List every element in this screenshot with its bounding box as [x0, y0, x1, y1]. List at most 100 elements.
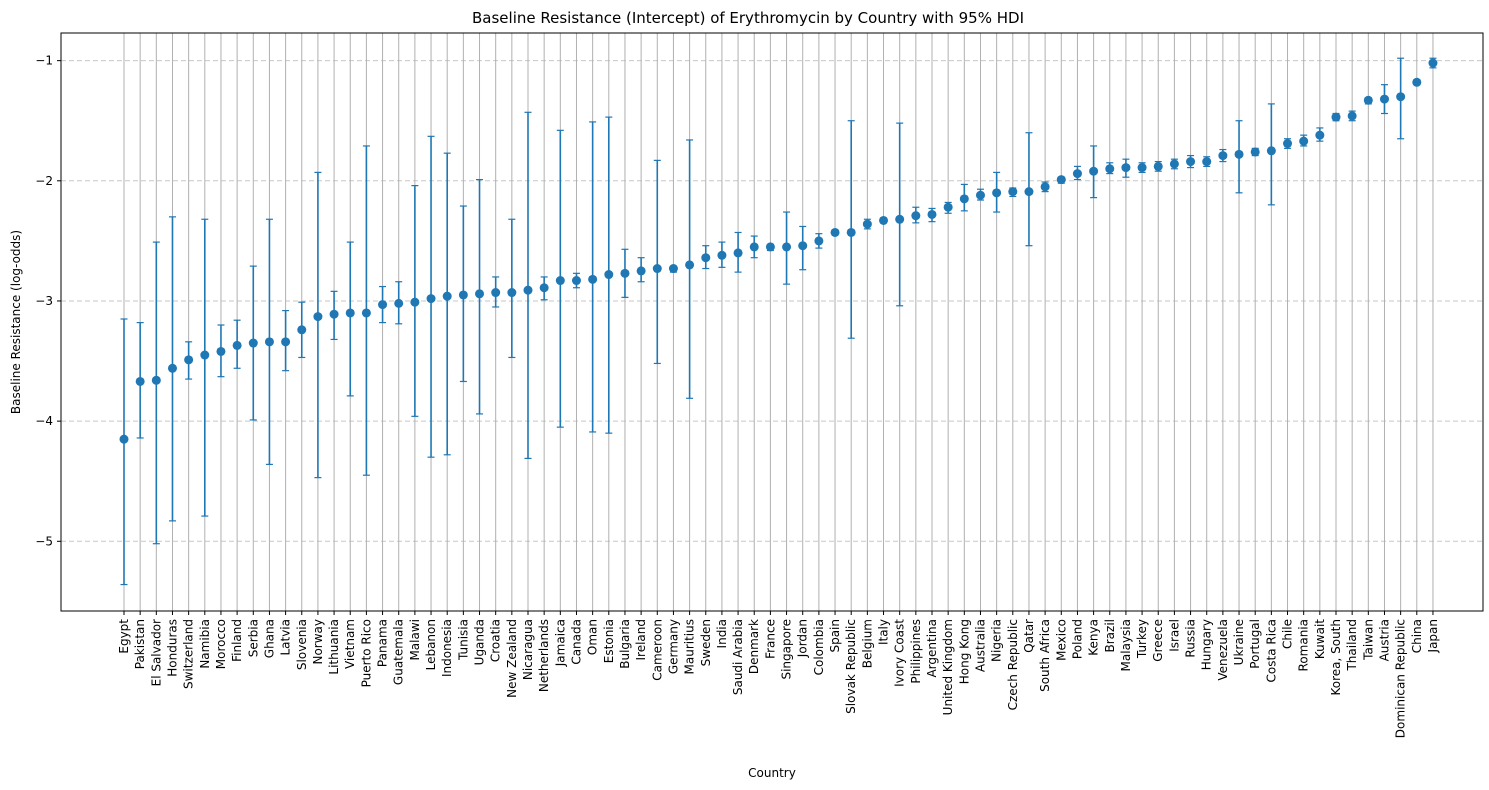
x-tick-label: Bulgaria — [618, 619, 632, 669]
x-tick-label: Finland — [230, 619, 244, 662]
x-tick-label: India — [715, 619, 729, 648]
x-tick-label: Netherlands — [537, 619, 551, 692]
mean-point — [458, 290, 468, 300]
mean-point — [184, 355, 194, 365]
x-tick-label: Hungary — [1200, 619, 1214, 670]
x-tick-label: Germany — [666, 619, 680, 674]
x-tick-label: Ireland — [634, 619, 648, 661]
mean-point — [1072, 169, 1082, 179]
x-tick-label: Ghana — [262, 619, 276, 658]
mean-point — [442, 291, 452, 301]
y-tick-label: −1 — [35, 54, 53, 68]
mean-point — [1283, 139, 1293, 149]
mean-point — [862, 219, 872, 229]
mean-point — [927, 209, 937, 219]
x-tick-label: Guatemala — [392, 619, 406, 685]
x-tick-label: China — [1410, 619, 1424, 653]
mean-point — [830, 227, 840, 237]
mean-point — [1153, 161, 1163, 171]
mean-point — [733, 248, 743, 258]
mean-point — [119, 434, 129, 444]
x-tick-label: New Zealand — [505, 619, 519, 698]
mean-point — [151, 375, 161, 385]
x-tick-label: Poland — [1070, 619, 1084, 659]
y-axis: −5 −4 −3 −2 −1 — [35, 54, 61, 548]
x-tick-label: Singapore — [780, 619, 794, 680]
mean-point — [394, 298, 404, 308]
x-tick-label: Venezuela — [1216, 619, 1230, 681]
x-tick-label: Namibia — [198, 619, 212, 669]
x-tick-label: Serbia — [246, 619, 260, 657]
mean-point — [1202, 157, 1212, 167]
mean-point — [588, 274, 598, 284]
x-tick-label: Hong Kong — [957, 619, 971, 684]
mean-point — [604, 270, 614, 280]
x-axis: Egypt Pakistan El Salvador Honduras Switzerl… — [117, 611, 1440, 738]
mean-point — [668, 264, 678, 274]
mean-point — [1412, 77, 1422, 87]
x-tick-label: Sweden — [699, 619, 713, 666]
mean-point — [717, 250, 727, 260]
mean-point — [782, 242, 792, 252]
x-tick-label: Uganda — [473, 619, 487, 665]
x-tick-label: Latvia — [279, 619, 293, 656]
x-tick-label: Dominican Republic — [1394, 619, 1408, 738]
x-tick-label: Mexico — [1054, 619, 1068, 661]
mean-point — [1363, 95, 1373, 105]
mean-point — [1315, 130, 1325, 140]
mean-point — [620, 268, 630, 278]
x-tick-label: El Salvador — [149, 619, 163, 686]
mean-point — [507, 288, 517, 298]
x-tick-label: Tunisia — [456, 619, 470, 661]
mean-point — [555, 276, 565, 286]
x-tick-label: Egypt — [117, 619, 131, 654]
x-tick-label: Pakistan — [133, 619, 147, 669]
mean-point — [361, 308, 371, 318]
x-tick-label: Argentina — [925, 619, 939, 678]
mean-point — [1234, 149, 1244, 159]
x-tick-label: Panama — [376, 619, 390, 667]
x-tick-label: United Kingdom — [941, 619, 955, 715]
mean-point — [992, 188, 1002, 198]
x-tick-label: Kuwait — [1313, 619, 1327, 659]
mean-point — [652, 264, 662, 274]
mean-point — [1024, 187, 1034, 197]
mean-point — [410, 297, 420, 307]
x-tick-label: Russia — [1184, 619, 1198, 658]
y-tick-label: −4 — [35, 414, 53, 428]
mean-point — [911, 211, 921, 221]
x-tick-label: Australia — [973, 619, 987, 672]
x-tick-label: Thailand — [1345, 619, 1359, 672]
y-tick-label: −2 — [35, 174, 53, 188]
x-tick-label: Malawi — [408, 619, 422, 661]
y-tick-label: −3 — [35, 294, 53, 308]
x-tick-label: Colombia — [812, 619, 826, 675]
x-tick-label: South Africa — [1038, 619, 1052, 692]
x-tick-label: Mauritius — [683, 619, 697, 674]
x-tick-label: Kenya — [1087, 619, 1101, 656]
x-tick-label: Lebanon — [424, 619, 438, 670]
x-tick-label: Korea, South — [1329, 619, 1343, 696]
mean-point — [200, 350, 210, 360]
mean-point — [701, 253, 711, 263]
x-tick-label: Morocco — [214, 619, 228, 669]
x-tick-label: Canada — [569, 619, 583, 665]
x-tick-label: Brazil — [1103, 619, 1117, 653]
mean-point — [248, 338, 258, 348]
mean-point — [135, 376, 145, 386]
x-tick-label: Qatar — [1022, 619, 1036, 653]
x-tick-label: Ivory Coast — [893, 619, 907, 687]
x-tick-label: Slovenia — [295, 619, 309, 670]
mean-point — [378, 300, 388, 310]
mean-point — [1428, 58, 1438, 68]
x-tick-label: Lithuania — [327, 619, 341, 675]
mean-point — [959, 194, 969, 204]
mean-point — [1121, 163, 1131, 173]
mean-point — [1218, 151, 1228, 161]
mean-point — [1040, 182, 1050, 192]
x-tick-label: Taiwan — [1361, 619, 1375, 661]
x-tick-label: Oman — [586, 619, 600, 655]
mean-point — [167, 363, 177, 373]
mean-point — [1169, 159, 1179, 169]
